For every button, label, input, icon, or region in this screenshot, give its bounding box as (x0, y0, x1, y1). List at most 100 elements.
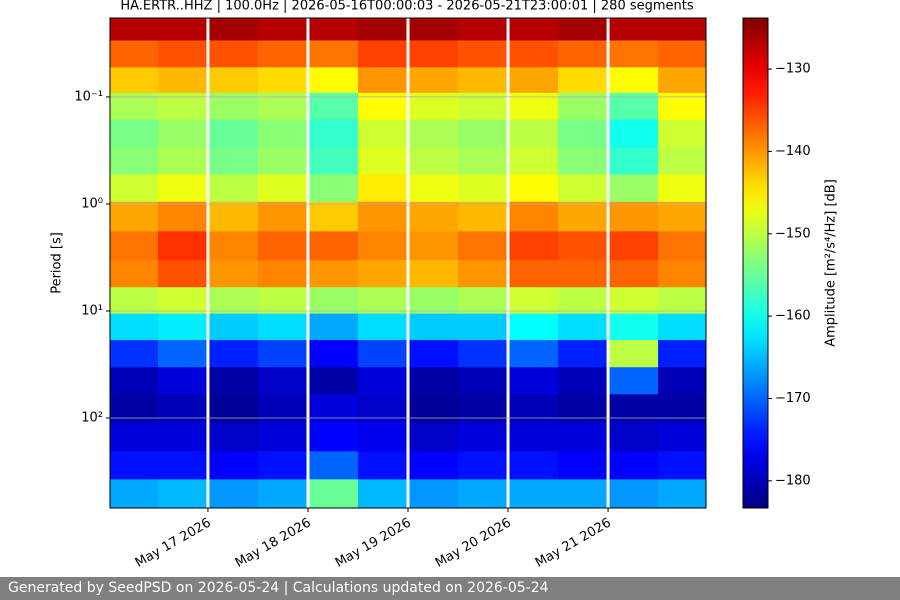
heatmap-cell (408, 287, 459, 315)
heatmap-cell (508, 313, 559, 341)
heatmap-cell (307, 147, 359, 175)
heatmap-cell (207, 67, 259, 94)
colorbar-tick-label: −170 (775, 391, 811, 406)
heatmap-cell (110, 201, 159, 232)
heatmap-cell (357, 479, 409, 509)
heatmap-cell (508, 201, 559, 232)
heatmap-cell (157, 147, 209, 175)
heatmap-cell (558, 40, 609, 68)
heatmap-cell (558, 340, 609, 368)
heatmap-cell (257, 40, 309, 68)
x-tick-label: May 21 2026 (533, 516, 614, 571)
heatmap-cell (658, 119, 707, 148)
heatmap-cell (207, 174, 259, 203)
heatmap-cell (408, 67, 459, 94)
heatmap-cell (157, 451, 209, 480)
heatmap-cell (658, 340, 707, 368)
heatmap-cell (307, 367, 359, 395)
colorbar-tick-label: −140 (775, 144, 811, 159)
heatmap-cell (608, 18, 659, 41)
heatmap-cell (458, 92, 509, 120)
heatmap-cell (207, 287, 259, 315)
heatmap-cell (558, 147, 609, 175)
heatmap-cell (157, 92, 209, 120)
heatmap-cell (658, 394, 707, 423)
heatmap-cell (157, 367, 209, 395)
heatmap-cell (357, 119, 409, 148)
heatmap-cell (658, 92, 707, 120)
heatmap-cell (110, 231, 159, 261)
heatmap-cell (508, 18, 559, 41)
heatmap-cell (658, 479, 707, 509)
heatmap-cell (207, 231, 259, 261)
heatmap-cell (207, 40, 259, 68)
heatmap-cell (408, 479, 459, 509)
heatmap-cell (357, 67, 409, 94)
heatmap-cell (558, 422, 609, 452)
heatmap-cell (157, 422, 209, 452)
heatmap-cell (408, 40, 459, 68)
heatmap-cell (207, 340, 259, 368)
heatmap-cell (207, 422, 259, 452)
heatmap-cell (307, 340, 359, 368)
heatmap-cell (458, 18, 509, 41)
heatmap-cell (608, 40, 659, 68)
heatmap-cell (157, 260, 209, 288)
heatmap-cell (157, 313, 209, 341)
heatmap-cell (357, 147, 409, 175)
heatmap-cell (658, 67, 707, 94)
heatmap-cell (658, 201, 707, 232)
heatmap-cell (608, 92, 659, 120)
heatmap-cell (558, 231, 609, 261)
heatmap-cell (307, 260, 359, 288)
heatmap-cell (658, 313, 707, 341)
heatmap-cell (408, 340, 459, 368)
heatmap-cell (110, 422, 159, 452)
heatmap-cell (608, 422, 659, 452)
heatmap-cell (408, 313, 459, 341)
heatmap-cell (157, 18, 209, 41)
heatmap-cell (508, 67, 559, 94)
heatmap-cell (608, 260, 659, 288)
heatmap-cell (508, 367, 559, 395)
heatmap-cell (207, 260, 259, 288)
colorbar-tick-label: −160 (775, 309, 811, 324)
heatmap-cell (307, 479, 359, 509)
heatmap-cell (458, 119, 509, 148)
heatmap-cell (357, 287, 409, 315)
heatmap-cell (307, 422, 359, 452)
heatmap-cell (508, 422, 559, 452)
heatmap-cell (257, 92, 309, 120)
heatmap-cell (110, 313, 159, 341)
heatmap-cell (408, 231, 459, 261)
heatmap-cell (458, 451, 509, 480)
heatmap-cell (110, 479, 159, 509)
heatmap-cell (110, 18, 159, 41)
heatmap-cell (408, 201, 459, 232)
heatmap-cell (307, 231, 359, 261)
heatmap-cell (508, 340, 559, 368)
heatmap-cell (608, 119, 659, 148)
heatmap-cell (157, 67, 209, 94)
heatmap-cell (458, 340, 509, 368)
heatmap-cell (508, 287, 559, 315)
heatmap-cell (257, 260, 309, 288)
heatmap-cell (658, 260, 707, 288)
heatmap-cell (458, 174, 509, 203)
heatmap-cell (307, 40, 359, 68)
heatmap-cell (110, 174, 159, 203)
heatmap-cell (110, 451, 159, 480)
heatmap-cell (458, 313, 509, 341)
heatmap-cell (207, 147, 259, 175)
heatmap-cell (558, 67, 609, 94)
heatmap-cell (257, 340, 309, 368)
heatmap-cell (658, 147, 707, 175)
heatmap-cell (508, 451, 559, 480)
heatmap-cell (257, 313, 309, 341)
heatmap-cell (207, 479, 259, 509)
heatmap-cell (658, 40, 707, 68)
heatmap-cell (257, 231, 309, 261)
heatmap-cell (458, 367, 509, 395)
y-tick-label: 10¹ (81, 303, 103, 318)
heatmap-cell (207, 201, 259, 232)
